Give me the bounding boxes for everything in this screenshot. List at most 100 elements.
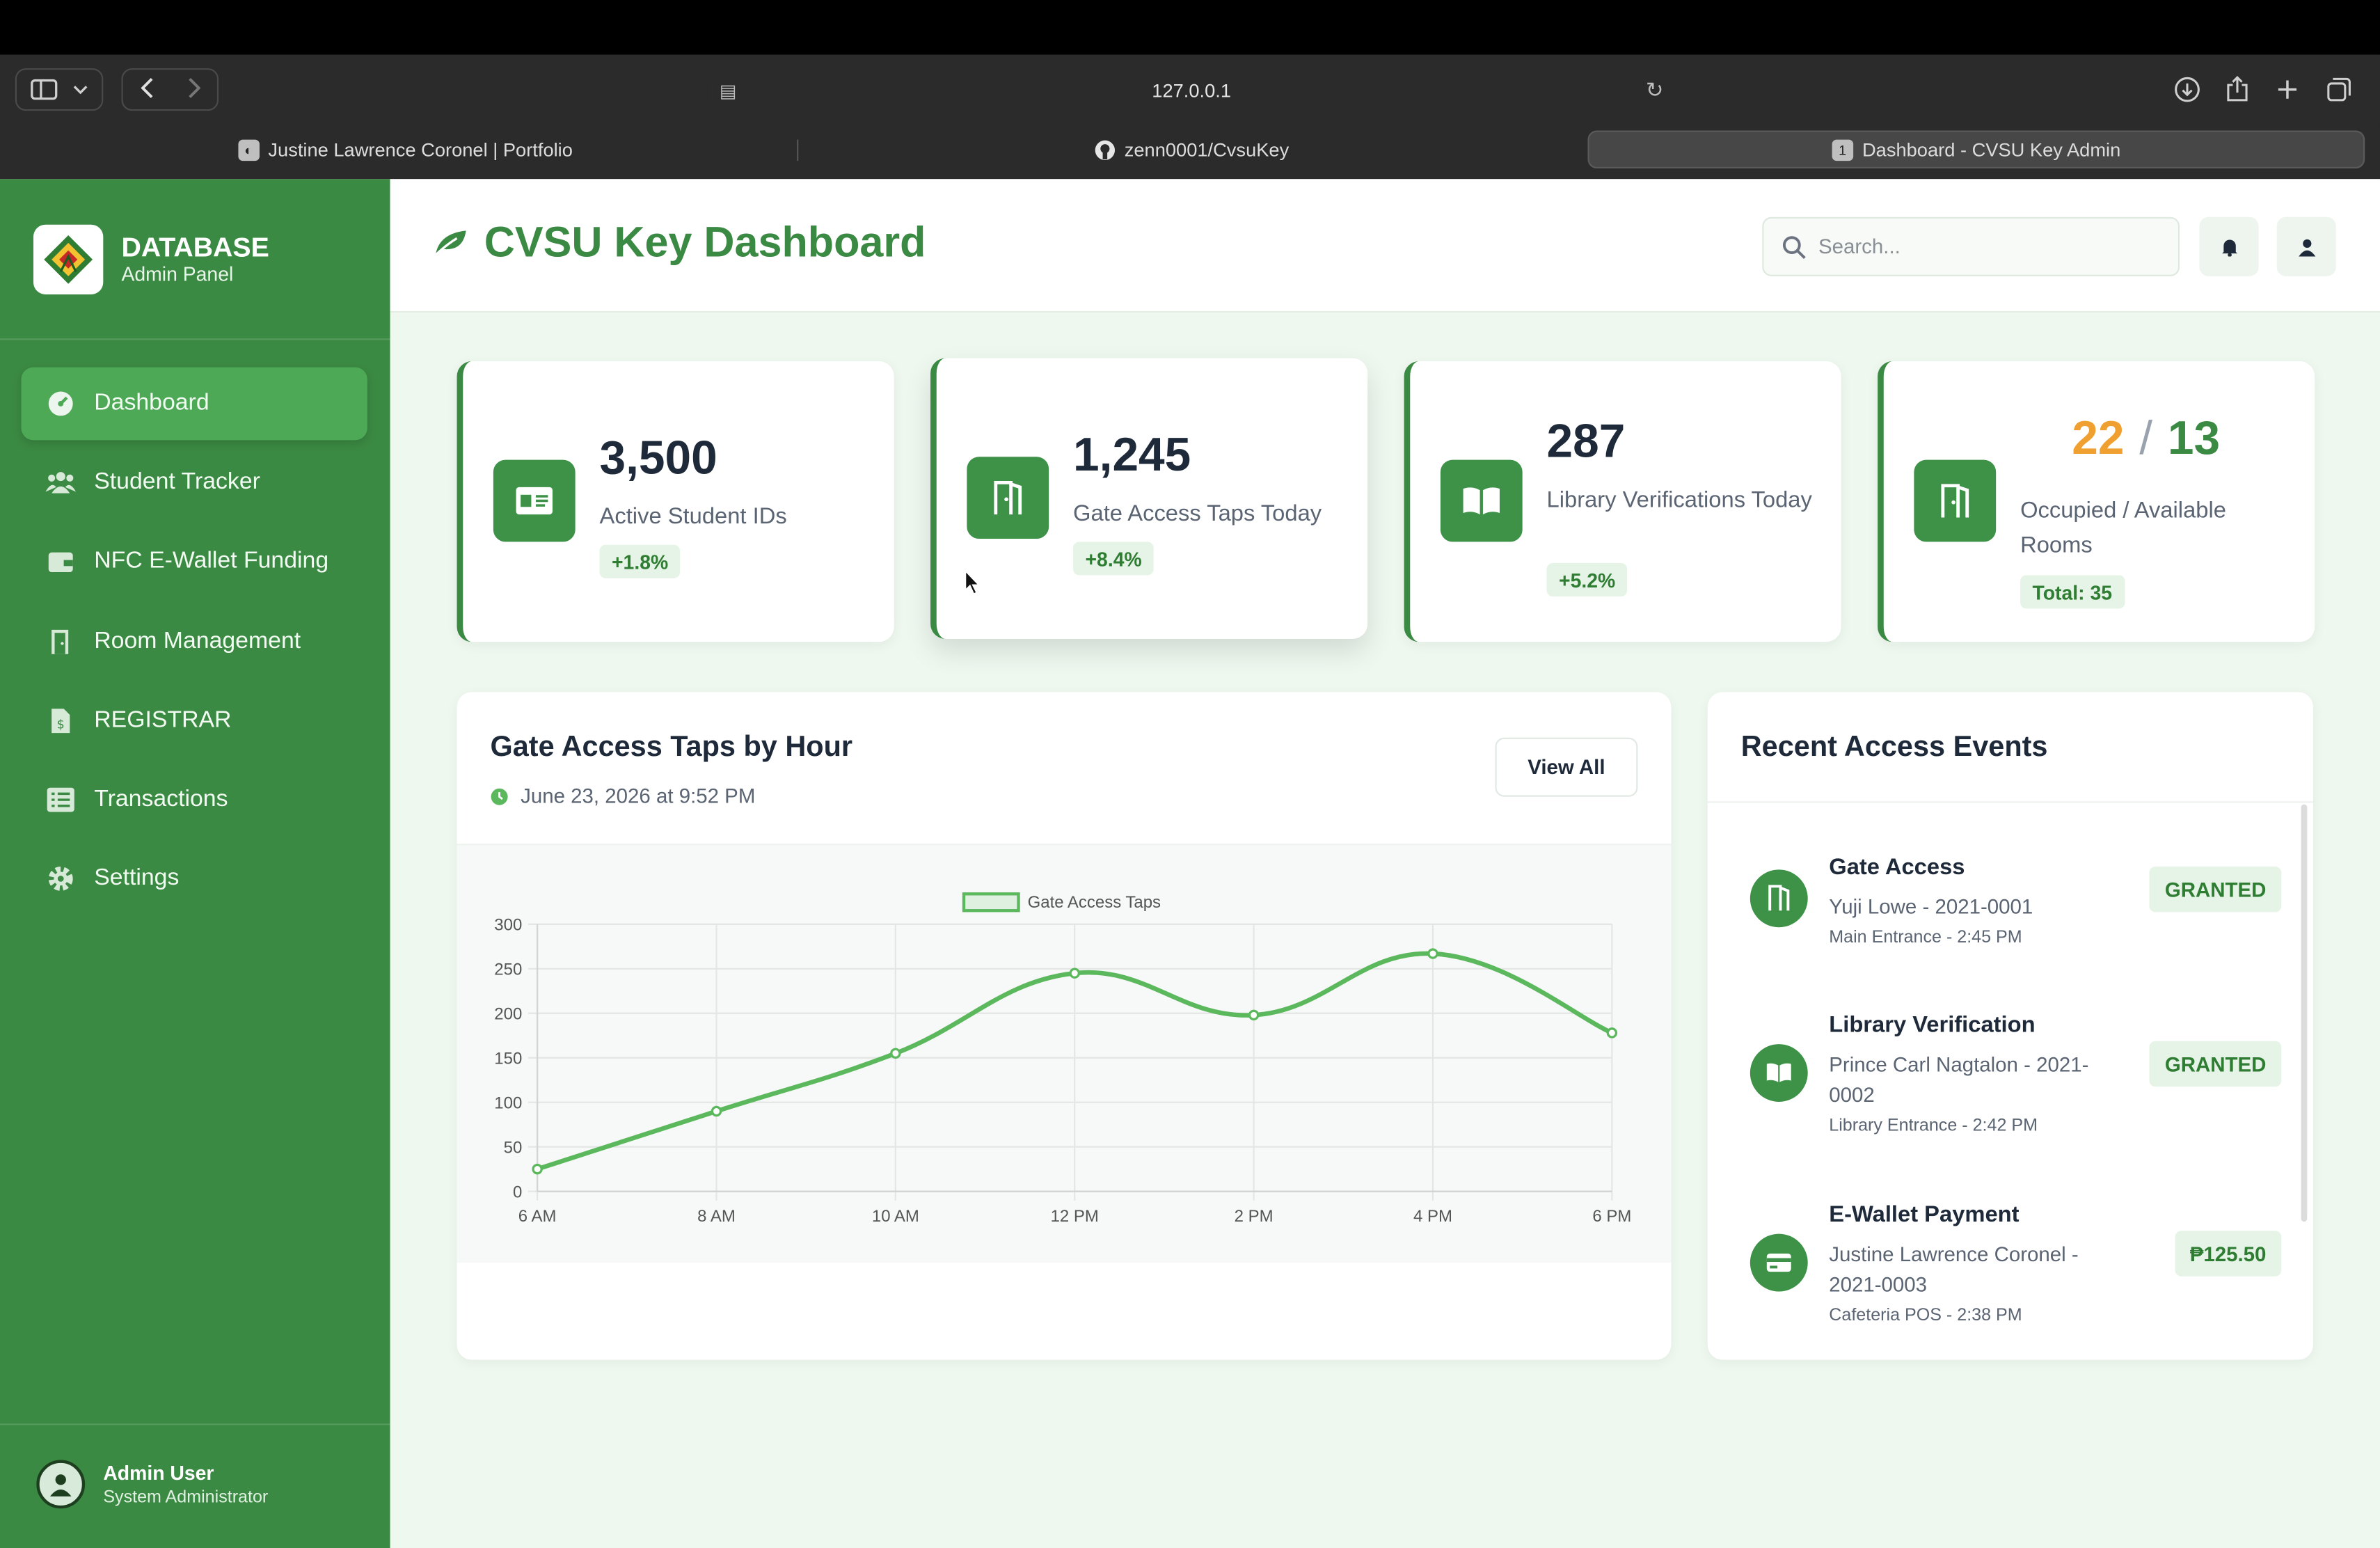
sidebar-item-student-tracker[interactable]: Student Tracker bbox=[22, 446, 367, 519]
x-tick-label: 8 AM bbox=[697, 1207, 736, 1226]
tab-github[interactable]: zenn0001/CvsuKey bbox=[798, 131, 1585, 169]
divider bbox=[0, 338, 390, 340]
page-header: CVSU Key Dashboard Search... bbox=[390, 179, 2380, 313]
user-profile[interactable]: Admin User System Administrator bbox=[36, 1460, 268, 1509]
tab-label: Justine Lawrence Coronel | Portfolio bbox=[268, 139, 573, 161]
stat-value: 1,245 bbox=[1073, 427, 1191, 482]
book-icon bbox=[1440, 459, 1523, 542]
sidebar-item-room-management[interactable]: Room Management bbox=[22, 606, 367, 679]
tab-dashboard[interactable]: 1 Dashboard - CVSU Key Admin bbox=[1587, 130, 2365, 169]
share-button[interactable] bbox=[2219, 71, 2255, 107]
gate-taps-chart-panel: Gate Access Taps by Hour June 23, 2026 a… bbox=[457, 692, 1672, 1360]
cvsu-logo-icon bbox=[33, 224, 104, 294]
sidebar-item-transactions[interactable]: Transactions bbox=[22, 764, 367, 837]
stat-change-badge: +5.2% bbox=[1546, 562, 1628, 597]
tab-portfolio[interactable]: ◐ Justine Lawrence Coronel | Portfolio bbox=[12, 131, 798, 169]
sidebar-item-label: NFC E-Wallet Funding bbox=[94, 548, 329, 574]
new-tab-button[interactable] bbox=[2269, 71, 2306, 107]
event-location: Library Entrance - 2:42 PM bbox=[1829, 1116, 2038, 1135]
y-tick-label: 250 bbox=[494, 961, 522, 979]
github-icon bbox=[1095, 139, 1115, 159]
door-icon bbox=[45, 627, 76, 658]
site-settings-icon[interactable]: ▤ bbox=[719, 79, 737, 101]
address-bar[interactable]: ▤ 127.0.0.1 ↻ bbox=[707, 70, 1676, 111]
profile-button[interactable] bbox=[2276, 216, 2336, 276]
sidebar-item-registrar[interactable]: $ REGISTRAR bbox=[22, 684, 367, 757]
file-icon: $ bbox=[45, 706, 76, 736]
gauge-icon bbox=[45, 388, 76, 419]
search-input[interactable]: Search... bbox=[1762, 216, 2180, 276]
sidebar-item-settings[interactable]: Settings bbox=[22, 842, 367, 915]
id-card-icon bbox=[493, 459, 576, 542]
y-tick-label: 50 bbox=[504, 1138, 523, 1157]
stat-label: Occupied / Available Rooms bbox=[2020, 498, 2226, 559]
chart-date: June 23, 2026 at 9:52 PM bbox=[491, 784, 755, 807]
user-name: Admin User bbox=[103, 1461, 214, 1485]
brand[interactable]: DATABASE Admin Panel bbox=[33, 224, 269, 294]
page-title-text: CVSU Key Dashboard bbox=[484, 218, 926, 266]
stat-label: Active Student IDs bbox=[599, 503, 787, 530]
plus-icon bbox=[2278, 80, 2297, 99]
divider bbox=[1707, 801, 2314, 803]
event-person: Yuji Lowe - 2021-0001 bbox=[1829, 895, 2033, 919]
sidebar-toggle-button[interactable] bbox=[15, 68, 104, 111]
stat-change-badge: +8.4% bbox=[1073, 542, 1155, 576]
chart-title: Gate Access Taps by Hour bbox=[490, 731, 853, 764]
data-point bbox=[1069, 968, 1080, 979]
stat-card-rooms[interactable]: 22 / 13 Occupied / Available Rooms Total… bbox=[1878, 361, 2315, 642]
tab-bar: ◐ Justine Lawrence Coronel | Portfolio z… bbox=[0, 125, 2380, 180]
stat-card-gate-taps[interactable]: 1,245 Gate Access Taps Today +8.4% bbox=[930, 358, 1368, 639]
stat-label: Gate Access Taps Today bbox=[1073, 500, 1322, 527]
sidebar-icon bbox=[31, 79, 58, 100]
bell-icon bbox=[2221, 239, 2237, 257]
data-point bbox=[1427, 948, 1438, 959]
sidebar-item-label: Dashboard bbox=[94, 390, 209, 416]
sidebar-item-label: Transactions bbox=[94, 786, 228, 812]
notifications-button[interactable] bbox=[2199, 216, 2259, 276]
card-icon bbox=[1750, 1233, 1808, 1292]
event-item[interactable]: Gate Access Yuji Lowe - 2021-0001 Main E… bbox=[1750, 855, 2296, 961]
count-separator: / bbox=[2139, 411, 2153, 465]
brand-subtitle: Admin Panel bbox=[121, 262, 234, 285]
tab-overview-button[interactable] bbox=[2321, 71, 2357, 107]
x-tick-label: 4 PM bbox=[1413, 1207, 1452, 1226]
status-badge: GRANTED bbox=[2150, 867, 2282, 913]
recent-events-panel: Recent Access Events Gate Access Yuji Lo… bbox=[1707, 692, 2314, 1360]
chevron-right-icon bbox=[188, 77, 200, 97]
y-tick-label: 100 bbox=[494, 1093, 522, 1112]
gate-taps-line-chart: 0 50 100 150 200 250 300 6 AM 8 AM 10 AM 12 PM 2 PM… bbox=[494, 892, 1631, 1226]
reload-icon[interactable]: ↻ bbox=[1645, 77, 1664, 102]
download-icon bbox=[2175, 77, 2200, 102]
stat-change-badge: +1.8% bbox=[599, 544, 681, 578]
x-tick-label: 12 PM bbox=[1051, 1207, 1099, 1226]
door-icon bbox=[1914, 459, 1997, 542]
event-item[interactable]: Library Verification Prince Carl Nagtalo… bbox=[1750, 1012, 2296, 1148]
event-location: Main Entrance - 2:45 PM bbox=[1829, 929, 2022, 947]
data-point bbox=[1248, 1009, 1260, 1021]
stat-card-library[interactable]: 287 Library Verifications Today +5.2% bbox=[1404, 361, 1841, 642]
scrollbar[interactable] bbox=[2301, 804, 2308, 1222]
sidebar-item-nfc-wallet[interactable]: NFC E-Wallet Funding bbox=[22, 525, 367, 598]
sidebar-item-dashboard[interactable]: Dashboard bbox=[21, 367, 367, 441]
brand-title: DATABASE bbox=[121, 232, 269, 263]
chart-area: 0 50 100 150 200 250 300 6 AM 8 AM 10 AM 12 PM 2 PM… bbox=[457, 844, 1672, 1263]
stat-card-student-ids[interactable]: 3,500 Active Student IDs +1.8% bbox=[457, 361, 894, 642]
back-button[interactable] bbox=[123, 77, 170, 102]
occupied-count: 22 bbox=[2072, 411, 2125, 465]
history-nav bbox=[121, 68, 219, 111]
data-point bbox=[890, 1048, 901, 1059]
avatar bbox=[36, 1460, 86, 1509]
chevron-down-icon bbox=[73, 86, 88, 95]
favicon-icon: 1 bbox=[1832, 139, 1853, 161]
mouse-cursor-icon bbox=[965, 569, 981, 596]
browser-toolbar: ▤ 127.0.0.1 ↻ bbox=[0, 54, 2380, 126]
search-icon bbox=[1782, 235, 1806, 258]
favicon-icon: ◐ bbox=[237, 139, 260, 161]
users-icon bbox=[45, 468, 77, 498]
event-item[interactable]: E-Wallet Payment Justine Lawrence Corone… bbox=[1750, 1202, 2296, 1338]
total-rooms-badge: Total: 35 bbox=[2020, 575, 2125, 609]
view-all-button[interactable]: View All bbox=[1495, 737, 1638, 797]
svg-text:$: $ bbox=[57, 718, 65, 732]
downloads-button[interactable] bbox=[2169, 71, 2205, 107]
forward-button[interactable] bbox=[170, 77, 217, 102]
